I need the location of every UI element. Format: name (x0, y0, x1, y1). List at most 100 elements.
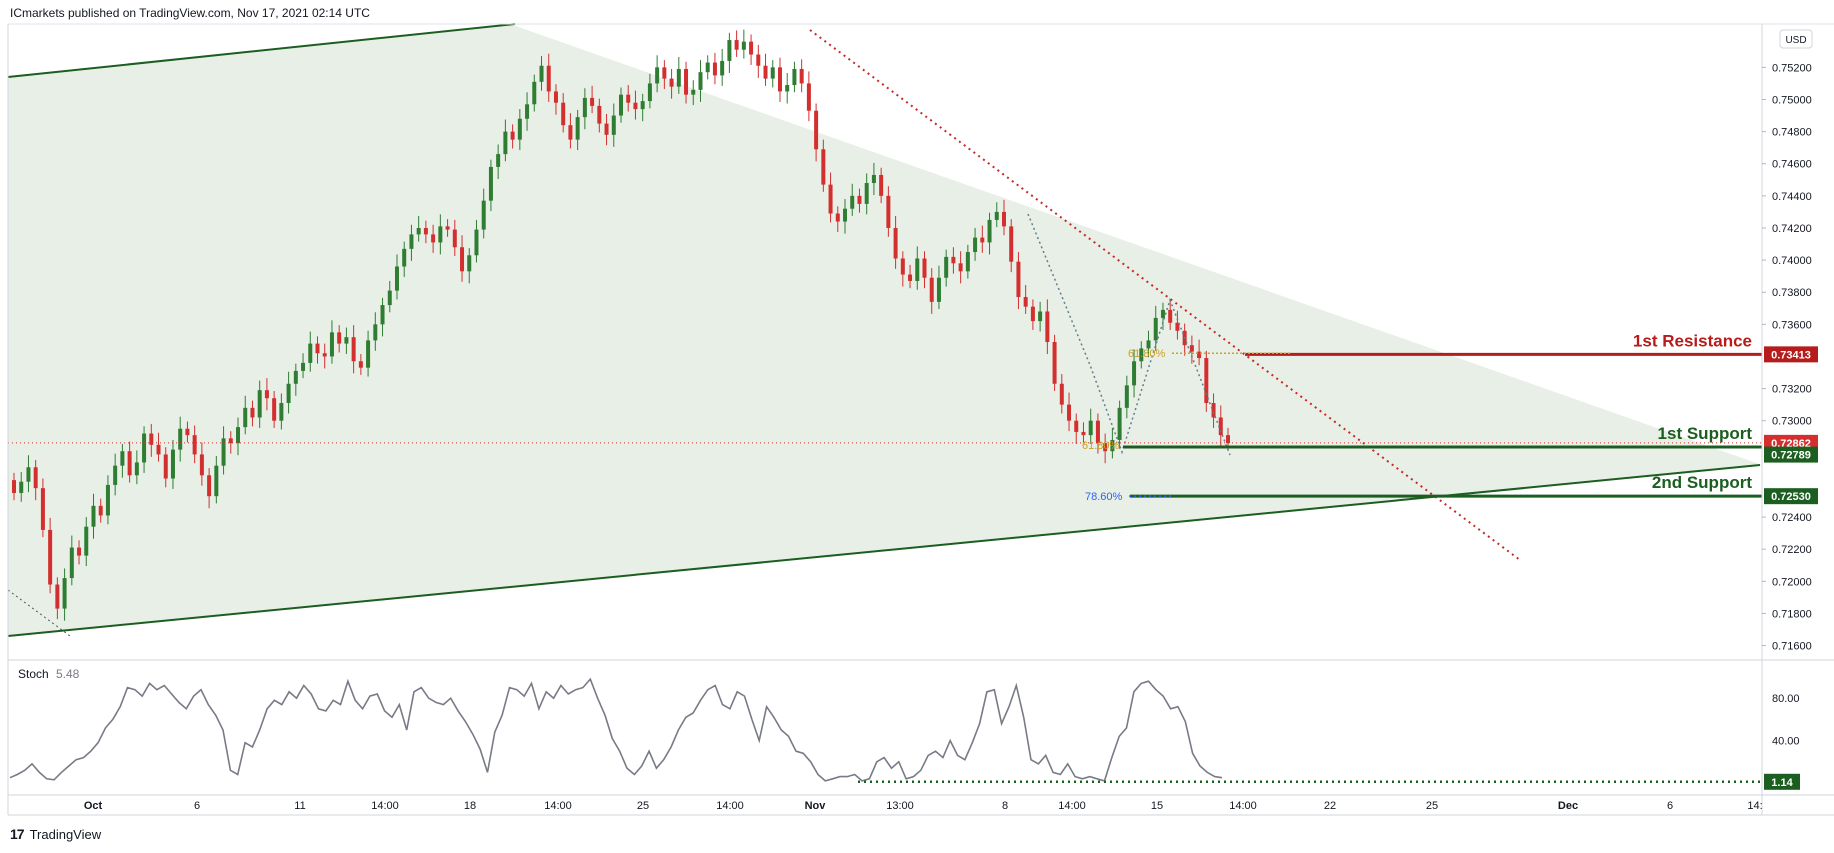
price-tick-label: 0.74200 (1772, 223, 1812, 235)
candle-body (163, 454, 168, 479)
candle-body (1052, 342, 1057, 384)
candle-body (423, 227, 428, 235)
candle-body (799, 68, 804, 84)
level-price-tag (1764, 346, 1818, 363)
stoch-tick-label: 40.00 (1772, 736, 1800, 748)
candle-body (438, 226, 443, 243)
candle-body (358, 361, 363, 368)
candle-body (394, 266, 399, 291)
candle-body (691, 89, 696, 95)
time-tick-label: Nov (805, 800, 827, 812)
candle-body (351, 337, 356, 362)
stoch-title: Stoch (18, 667, 49, 681)
candle-body (756, 54, 761, 66)
candle-body (1218, 417, 1223, 436)
currency-label: USD (1785, 35, 1806, 46)
candle-body (777, 67, 782, 92)
candle-body (228, 438, 233, 444)
candle-body (12, 480, 16, 493)
candle-body (387, 290, 392, 306)
candle-body (214, 465, 219, 497)
candle-body (474, 229, 479, 256)
candle-body (1030, 306, 1035, 322)
candle-body (539, 65, 544, 82)
price-tick-label: 0.74000 (1772, 255, 1812, 267)
candle-body (973, 237, 978, 253)
candle-body (460, 247, 465, 272)
time-tick-label: Oct (84, 800, 103, 812)
candle-body (619, 94, 623, 116)
candle-body (749, 41, 754, 55)
candle-body (149, 433, 154, 445)
candle-body (684, 68, 689, 95)
price-tick-label: 0.73800 (1772, 287, 1812, 299)
candle-body (409, 234, 414, 249)
price-tick-label: 0.74400 (1772, 191, 1812, 203)
candle-body (329, 332, 334, 357)
time-tick-label: 6 (1667, 800, 1673, 812)
candle-body (893, 227, 898, 259)
price-tag-text: 0.72789 (1771, 450, 1811, 462)
candle-body (727, 40, 732, 61)
candle-body (1204, 358, 1209, 404)
price-tick-label: 0.75000 (1772, 94, 1812, 106)
candle-body (958, 263, 963, 272)
candle-body (821, 149, 826, 185)
price-tick-label: 0.74600 (1772, 159, 1812, 171)
candle-body (91, 505, 96, 527)
candle-body (1189, 345, 1194, 352)
time-tick-label: 6 (194, 800, 200, 812)
candle-body (1110, 439, 1115, 452)
time-tick-label: 8 (1002, 800, 1008, 812)
time-tick-label: 14:00 (716, 800, 744, 812)
candle-body (828, 184, 833, 214)
candle-body (380, 305, 385, 325)
candle-body (561, 102, 566, 126)
candle-body (105, 484, 110, 516)
candle-body (1038, 311, 1043, 322)
candle-body (142, 433, 147, 463)
candle-body (929, 277, 934, 302)
candle-body (1016, 261, 1021, 298)
candle-body (1045, 311, 1050, 342)
candle-body (481, 200, 486, 230)
candle-body (720, 60, 725, 76)
candle-body (243, 407, 248, 428)
candle-body (582, 97, 587, 118)
main-price-panel[interactable]: 1st Resistance 1st Support 2nd Support 61.8… (7, 23, 1762, 660)
candle-body (517, 118, 522, 140)
candle-body (26, 467, 31, 482)
candle-body (503, 131, 508, 155)
price-tag (1764, 446, 1818, 463)
candle-body (62, 578, 67, 609)
candle-body (568, 125, 573, 140)
candle-body (532, 81, 537, 105)
price-tick-label: 0.72000 (1772, 576, 1812, 588)
candle-body (814, 110, 819, 150)
stochastic-panel[interactable]: Stoch 5.48 (9, 667, 1762, 784)
time-tick-label: 11 (294, 800, 305, 812)
candle-body (770, 67, 775, 79)
candle-body (1117, 407, 1122, 440)
candle-body (257, 390, 262, 418)
candle-body (1146, 340, 1151, 349)
candle-body (546, 65, 551, 92)
candle-body (402, 248, 407, 267)
candle-body (835, 213, 840, 222)
candle-body (669, 78, 674, 87)
candle-body (445, 226, 450, 230)
candle-body (452, 229, 457, 248)
channel-upper-line (7, 23, 516, 78)
time-tick-label: 25 (1426, 800, 1438, 812)
time-tick-label: 18 (464, 800, 476, 812)
candle-body (236, 427, 241, 444)
price-tick-label: 0.72400 (1772, 512, 1812, 524)
candle-body (192, 435, 197, 455)
stoch-value: 5.48 (56, 667, 80, 681)
candle-body (1175, 322, 1180, 331)
candle-body (1139, 348, 1144, 362)
stoch-marker-tag (1764, 773, 1800, 790)
time-tick-label: 13:00 (886, 800, 914, 812)
candle-body (712, 62, 717, 76)
